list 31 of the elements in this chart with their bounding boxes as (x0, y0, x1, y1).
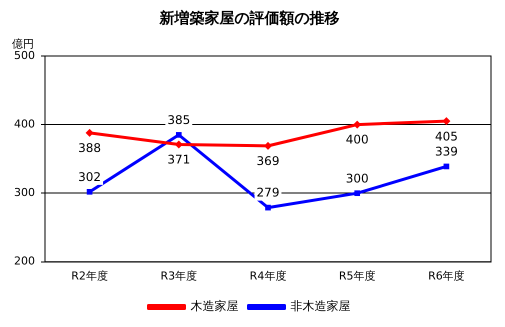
x-tick-label: R4年度 (250, 269, 286, 282)
data-label: 400 (346, 132, 369, 147)
data-label: 385 (167, 113, 190, 128)
data-label: 371 (167, 152, 190, 167)
point (444, 164, 450, 170)
chart-title: 新増築家屋の評価額の推移 (158, 8, 340, 27)
y-tick-label: 200 (14, 254, 35, 268)
y-axis-title: 億円 (12, 37, 34, 50)
x-tick-label: R2年度 (71, 269, 108, 282)
data-label: 369 (256, 154, 280, 168)
x-tick-label: R6年度 (428, 269, 465, 282)
data-label: 388 (78, 140, 102, 155)
point (86, 189, 92, 195)
x-tick-label: R5年度 (338, 269, 376, 282)
data-label: 339 (434, 144, 458, 159)
point (174, 140, 183, 148)
x-tick-label: R3年度 (160, 269, 198, 282)
legend-label: 非木造家屋 (290, 299, 350, 314)
point (86, 128, 94, 137)
data-label: 405 (434, 129, 458, 144)
data-label: 302 (78, 170, 102, 184)
data-label: 300 (346, 171, 369, 186)
legend-label: 木造家屋 (190, 299, 238, 314)
data-label: 279 (256, 186, 280, 200)
y-tick-label: 500 (14, 48, 35, 62)
point (354, 190, 360, 196)
point (176, 132, 182, 138)
y-tick-label: 400 (14, 117, 35, 130)
point (264, 142, 272, 150)
y-tick-label: 300 (14, 186, 35, 200)
point (265, 204, 271, 210)
